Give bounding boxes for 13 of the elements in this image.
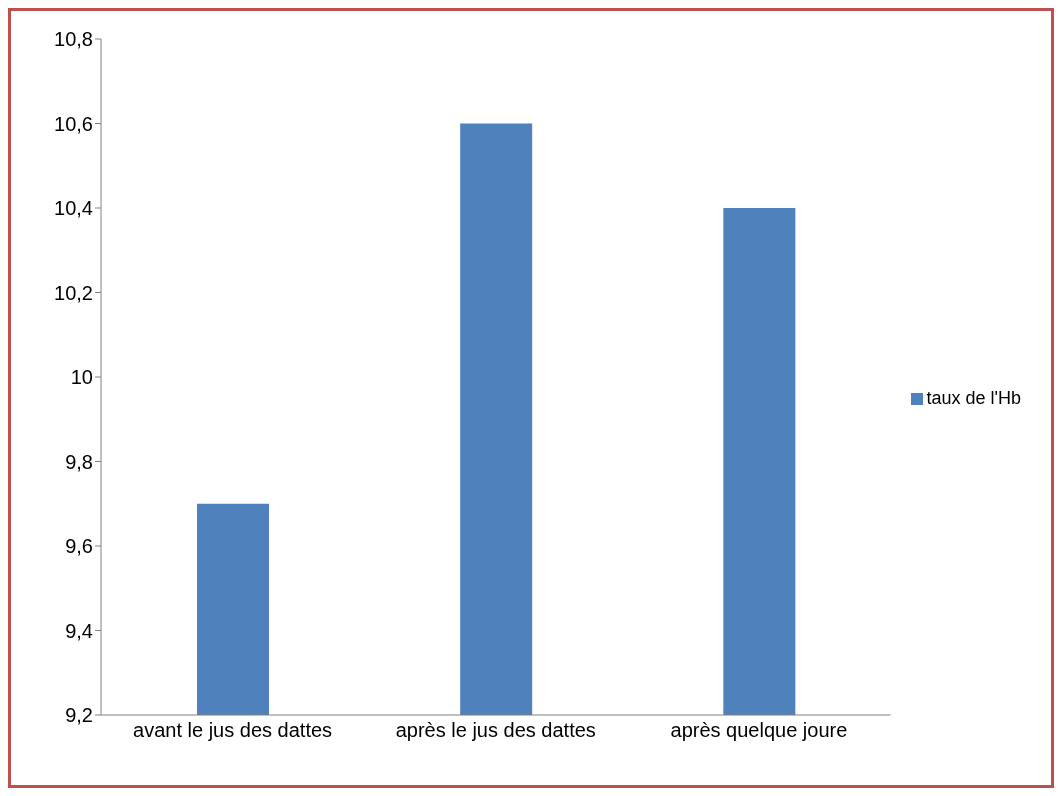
- y-tick-label: 10,6: [54, 112, 93, 135]
- y-tick-label: 9,4: [65, 619, 93, 642]
- y-tick-label: 9,2: [65, 704, 93, 727]
- y-tick-label: 10,2: [54, 281, 93, 304]
- x-tick-label: après quelque joure: [670, 719, 848, 742]
- legend-label: taux de l'Hb: [926, 387, 1021, 408]
- y-tick-label: 9,8: [65, 450, 93, 473]
- y-tick-label: 9,6: [65, 535, 93, 558]
- x-tick-label: après le jus des dattes: [395, 719, 596, 742]
- x-tick-label: avant le jus des dattes: [133, 719, 333, 742]
- y-tick-label: 10,4: [54, 197, 93, 220]
- y-tick-label: 10,8: [54, 28, 93, 51]
- y-tick-label: 10: [70, 366, 93, 389]
